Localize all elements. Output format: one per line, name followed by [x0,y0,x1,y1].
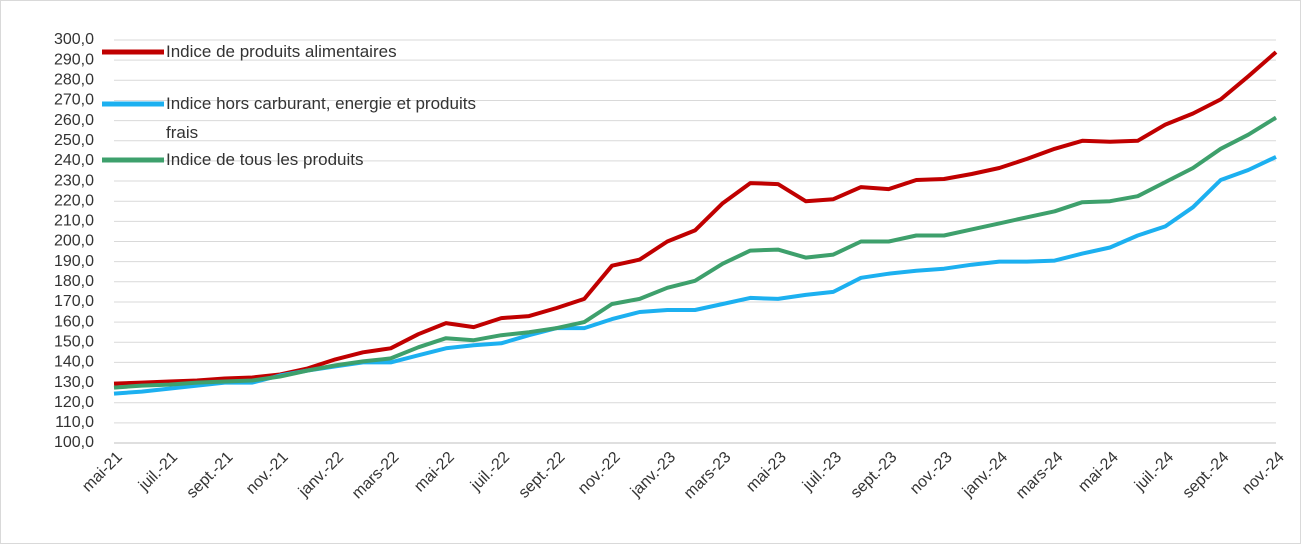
x-tick-label: sept.-24 [1180,449,1233,502]
y-tick-label: 120,0 [54,394,94,411]
y-tick-label: 190,0 [54,253,94,270]
x-tick-label: mars-24 [1013,449,1067,503]
x-tick-label: mars-23 [681,449,735,503]
y-tick-label: 280,0 [54,72,94,89]
x-tick-label: mai-22 [411,449,458,496]
x-tick-label: nov.-23 [907,449,956,498]
x-tick-label: nov.-21 [243,449,292,498]
legend-label: Indice de produits alimentaires [166,42,397,61]
y-tick-label: 160,0 [54,313,94,330]
y-tick-label: 270,0 [54,92,94,109]
y-tick-label: 150,0 [54,333,94,350]
y-tick-label: 230,0 [54,172,94,189]
x-tick-label: sept.-22 [516,449,569,502]
y-tick-label: 300,0 [54,31,94,48]
y-tick-label: 210,0 [54,213,94,230]
x-tick-label: nov.-24 [1239,449,1288,498]
x-tick-label: mai-24 [1075,449,1122,496]
x-tick-label: juil.-24 [1131,449,1177,495]
y-tick-label: 130,0 [54,374,94,391]
y-tick-label: 240,0 [54,152,94,169]
y-tick-label: 100,0 [54,434,94,451]
x-tick-label: mai-23 [743,449,790,496]
x-tick-label: sept.-23 [848,449,901,502]
y-tick-label: 200,0 [54,233,94,250]
x-tick-label: mars-22 [349,449,403,503]
x-tick-label: mai-21 [79,449,126,496]
y-tick-label: 250,0 [54,132,94,149]
x-tick-label: juil.-21 [135,449,181,495]
series-line [113,50,1278,386]
x-tick-label: juil.-23 [799,449,845,495]
y-tick-label: 260,0 [54,112,94,129]
y-tick-label: 180,0 [54,273,94,290]
x-tick-label: nov.-22 [575,449,624,498]
legend-label: Indice de tous les produits [166,150,364,169]
x-tick-label: juil.-22 [467,449,513,495]
y-tick-label: 170,0 [54,293,94,310]
series-line [113,115,1278,390]
y-tick-label: 110,0 [55,414,94,431]
x-tick-label: janv.-23 [627,449,679,501]
y-tick-label: 140,0 [54,354,94,371]
series-line [113,155,1277,396]
x-tick-label: janv.-24 [959,449,1011,501]
x-tick-label: janv.-22 [295,449,347,501]
legend-label: Indice hors carburant, energie et produi… [166,94,476,142]
x-tick-label: sept.-21 [184,449,237,502]
y-tick-label: 290,0 [54,51,94,68]
y-tick-label: 220,0 [54,192,94,209]
